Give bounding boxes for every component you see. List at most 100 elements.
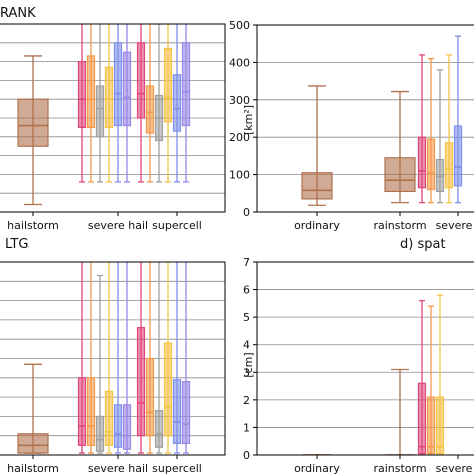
box-purple-supercell [181, 262, 191, 454]
box-body [95, 415, 105, 452]
axes-frame [0, 23, 226, 213]
box-body [86, 55, 96, 129]
box-purple-severe-hail [122, 262, 132, 454]
box-gray-supercell [154, 262, 164, 454]
box-brown-rainstorm [384, 368, 416, 455]
box-body [417, 382, 427, 455]
box-orange-severe-hail [86, 24, 96, 183]
box-brown-rainstorm [384, 90, 416, 204]
box-body [17, 98, 49, 147]
box-orange-supercell [145, 262, 155, 454]
box-pink-severe-r [417, 54, 427, 204]
box-body [136, 42, 146, 119]
box-orange-severe-r [426, 305, 436, 455]
box-body [172, 74, 182, 132]
y-axis-label: [km²] [242, 105, 255, 135]
y-axis-label: [cm] [242, 352, 255, 377]
box-yellow-supercell [163, 262, 173, 454]
box-gray-severe-hail [95, 274, 105, 454]
box-pink-supercell [136, 24, 146, 183]
box-blue-supercell [172, 262, 182, 454]
axes-frame [256, 261, 474, 456]
y-tick-label: 200 [229, 131, 250, 144]
y-tick-label: 6 [243, 284, 250, 297]
box-pink-supercell [136, 262, 146, 454]
box-body [444, 142, 454, 189]
chart-title: d) spat [400, 237, 446, 252]
box-body [77, 377, 87, 446]
box-body [163, 342, 173, 437]
box-body [426, 138, 436, 191]
box-gray-supercell [154, 24, 164, 183]
box-body [417, 136, 427, 189]
box-brown-ordinary [301, 85, 333, 206]
box-body [453, 125, 463, 187]
box-body [113, 42, 123, 127]
box-body [136, 327, 146, 437]
box-pink-severe-hail [77, 24, 87, 183]
chart-panel-2: 0 100 200 300 400 500 ordinary rainstorm severe … [229, 19, 474, 232]
box-blue-severe-r [453, 35, 463, 204]
boxes [17, 24, 191, 206]
x-tick-label: rainstorm [373, 219, 426, 232]
box-pink-severe-r [417, 299, 427, 455]
box-brown-hailstorm [17, 55, 49, 206]
box-body [122, 404, 132, 450]
axes-frame [256, 24, 474, 213]
x-tick-label: supercell [152, 219, 202, 232]
box-body [145, 357, 155, 437]
box-purple-severe-hail [122, 24, 132, 183]
x-tick-label: ordinary [294, 462, 340, 474]
x-tick-label: severe r [436, 462, 474, 474]
box-yellow-severe-hail [104, 262, 114, 454]
x-tick-label: rainstorm [373, 462, 426, 474]
box-body [163, 47, 173, 123]
box-yellow-supercell [163, 24, 173, 183]
box-body [426, 396, 436, 455]
box-body [86, 377, 96, 446]
box-body [104, 390, 114, 446]
y-tick-label: 4 [243, 339, 250, 352]
box-body [17, 433, 49, 454]
box-body [301, 172, 333, 200]
box-gray-severe-r [435, 69, 445, 204]
chart-title: LTG [5, 237, 28, 252]
box-orange-severe-hail [86, 262, 96, 454]
box-pink-severe-hail [77, 262, 87, 454]
x-tick-label: severe r [436, 219, 474, 232]
box-body [113, 404, 123, 448]
x-tick-label: supercell [152, 462, 202, 474]
box-body [145, 85, 155, 134]
box-body [181, 42, 191, 127]
y-tick-label: 400 [229, 56, 250, 69]
box-body [435, 159, 445, 193]
chart-panel-3: hailstorm severe hail supercell LTG [0, 237, 226, 474]
x-tick-label: severe hail [88, 219, 148, 232]
chart-title: RANK [0, 6, 36, 21]
box-body [435, 396, 445, 455]
box-blue-severe-hail [113, 262, 123, 454]
box-brown-hailstorm [17, 363, 49, 454]
y-tick-label: 100 [229, 169, 250, 182]
boxes [301, 294, 445, 455]
box-body [384, 157, 416, 193]
y-tick-label: 5 [243, 311, 250, 324]
box-gray-severe-hail [95, 24, 105, 183]
x-tick-label: severe hail [88, 462, 148, 474]
box-body [172, 379, 182, 445]
chart-panel-1: hailstorm severe hail supercell RANK [0, 6, 226, 232]
y-tick-label: 0 [243, 449, 250, 462]
box-orange-severe-r [426, 58, 436, 204]
box-orange-supercell [145, 24, 155, 183]
box-body [122, 51, 132, 127]
gridlines [257, 25, 474, 176]
y-tick-label: 300 [229, 94, 250, 107]
box-purple-supercell [181, 24, 191, 183]
box-yellow-severe-r [435, 294, 445, 455]
box-body [181, 381, 191, 445]
box-yellow-severe-r [444, 54, 454, 204]
x-tick-label: hailstorm [7, 462, 59, 474]
gridlines [257, 262, 474, 428]
box-body [104, 66, 114, 128]
